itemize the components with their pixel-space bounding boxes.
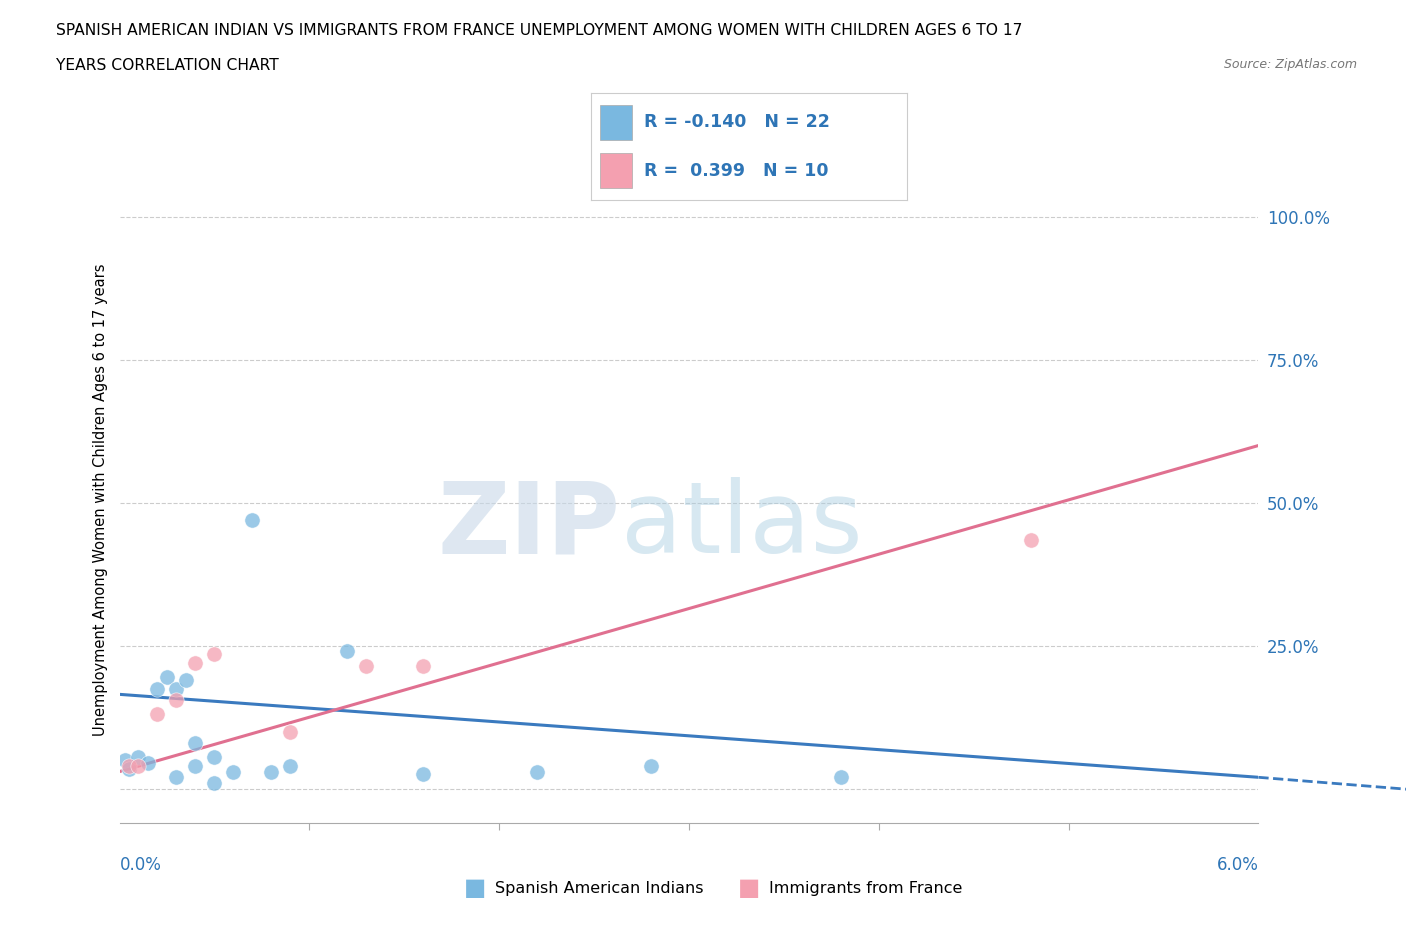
FancyBboxPatch shape (600, 153, 631, 188)
Text: SPANISH AMERICAN INDIAN VS IMMIGRANTS FROM FRANCE UNEMPLOYMENT AMONG WOMEN WITH : SPANISH AMERICAN INDIAN VS IMMIGRANTS FR… (56, 23, 1022, 38)
Text: Source: ZipAtlas.com: Source: ZipAtlas.com (1223, 58, 1357, 71)
Text: atlas: atlas (620, 477, 862, 574)
FancyBboxPatch shape (600, 105, 631, 140)
Text: R = -0.140   N = 22: R = -0.140 N = 22 (644, 113, 830, 131)
Text: ■: ■ (738, 876, 761, 900)
Text: R =  0.399   N = 10: R = 0.399 N = 10 (644, 162, 828, 179)
Text: 0.0%: 0.0% (120, 856, 162, 874)
Text: YEARS CORRELATION CHART: YEARS CORRELATION CHART (56, 58, 278, 73)
Text: Immigrants from France: Immigrants from France (769, 881, 963, 896)
Y-axis label: Unemployment Among Women with Children Ages 6 to 17 years: Unemployment Among Women with Children A… (93, 263, 108, 737)
Text: 6.0%: 6.0% (1216, 856, 1258, 874)
Text: ZIP: ZIP (437, 477, 620, 574)
Text: Spanish American Indians: Spanish American Indians (495, 881, 703, 896)
Text: ■: ■ (464, 876, 486, 900)
